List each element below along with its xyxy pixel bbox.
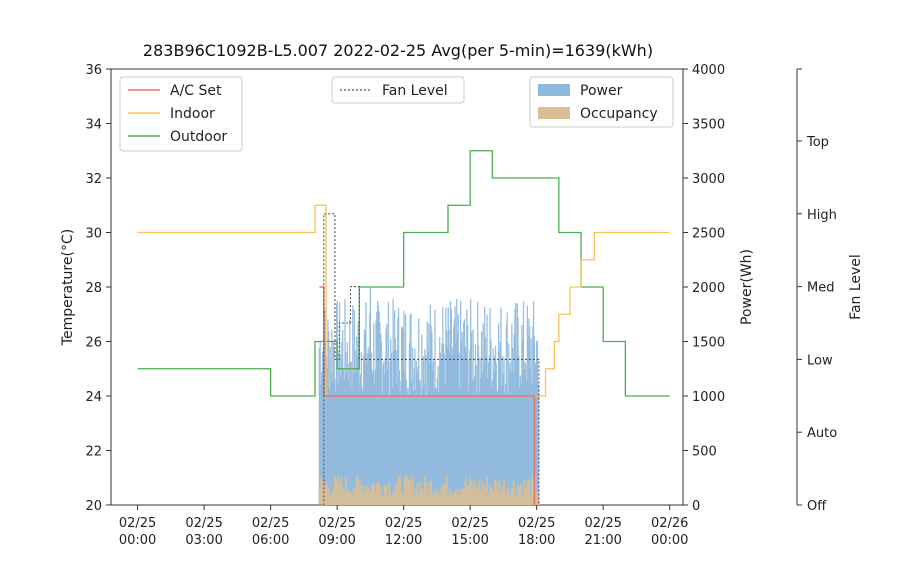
x-tick-label: 02/25 <box>185 516 222 531</box>
lines-layer <box>137 150 670 506</box>
y-right-tick-label: 1500 <box>692 336 725 351</box>
fan-axis-label: Fan Level <box>848 254 864 320</box>
fan-axis: Off Auto Low Med High Top <box>796 68 837 514</box>
legend-indoor-label: Indoor <box>170 106 215 122</box>
y-right-tick-label: 2500 <box>692 227 725 242</box>
x-tick-label: 15:00 <box>451 533 488 548</box>
y-left-label: Temperature(°C) <box>60 229 76 346</box>
x-tick-label: 00:00 <box>651 533 688 548</box>
x-tick-label: 03:00 <box>185 533 222 548</box>
legend-right: Power Occupancy <box>529 76 674 128</box>
x-axis-ticks: 02/25 00:00 02/25 03:00 02/25 06:00 02/25 09:00… <box>119 505 688 548</box>
chart-title: 283B96C1092B-L5.007 2022-02-25 Avg(per 5… <box>143 41 653 60</box>
y-left-tick-label: 34 <box>85 118 102 133</box>
fan-tick-label: Low <box>807 353 833 368</box>
x-tick-label: 12:00 <box>385 533 422 548</box>
y-left-tick-label: 28 <box>85 281 102 296</box>
outdoor-temp-line <box>137 150 670 397</box>
fan-level-line <box>319 213 540 506</box>
y-right-tick-label: 1000 <box>692 390 725 405</box>
y-right-tick-label: 3500 <box>692 118 725 133</box>
legend-left-box <box>119 76 243 152</box>
y-left-tick-label: 30 <box>85 227 102 242</box>
x-tick-label: 02/25 <box>518 516 555 531</box>
y-right-tick-label: 4000 <box>692 63 725 78</box>
y-left-tick-label: 32 <box>85 172 102 187</box>
fan-tick-label: Auto <box>807 426 837 441</box>
x-tick-label: 02/25 <box>451 516 488 531</box>
x-tick-label: 18:00 <box>518 533 555 548</box>
y-left-ticks: 20 22 24 26 28 30 32 34 36 <box>85 63 111 514</box>
legend-center-box <box>331 76 465 104</box>
x-tick-label: 00:00 <box>119 533 156 548</box>
legend-left: A/C Set Indoor Outdoor <box>119 76 243 152</box>
fan-tick-label: High <box>807 208 837 223</box>
y-right-tick-label: 2000 <box>692 281 725 296</box>
legend-occupancy-label: Occupancy <box>580 106 658 122</box>
y-left-tick-label: 24 <box>85 390 102 405</box>
y-left-tick-label: 20 <box>85 499 102 514</box>
indoor-temp-line <box>137 204 670 397</box>
y-right-tick-label: 0 <box>692 499 700 514</box>
fan-tick-label: Off <box>807 499 827 514</box>
y-right-label: Power(Wh) <box>739 249 755 325</box>
legend-power-swatch <box>538 84 570 96</box>
bands-layer <box>318 287 540 505</box>
x-tick-label: 02/25 <box>584 516 621 531</box>
x-tick-label: 02/25 <box>385 516 422 531</box>
x-tick-label: 06:00 <box>252 533 289 548</box>
legend-fan-label: Fan Level <box>382 83 448 99</box>
legend-center: Fan Level <box>331 76 465 104</box>
y-left-tick-label: 22 <box>85 445 102 460</box>
legend-power-label: Power <box>580 83 623 99</box>
y-right-tick-label: 500 <box>692 445 717 460</box>
legend-ac-set-label: A/C Set <box>170 83 222 99</box>
y-left-tick-label: 26 <box>85 336 102 351</box>
x-tick-label: 02/25 <box>252 516 289 531</box>
legend-outdoor-label: Outdoor <box>170 129 227 145</box>
x-tick-label: 21:00 <box>584 533 621 548</box>
x-tick-label: 02/25 <box>119 516 156 531</box>
y-right-tick-label: 3000 <box>692 172 725 187</box>
x-tick-label: 09:00 <box>318 533 355 548</box>
legend-occupancy-swatch <box>538 107 570 119</box>
fan-tick-label: Med <box>807 281 834 296</box>
y-right-ticks: 0 500 1000 1500 2000 2500 3000 3500 4000 <box>683 63 725 514</box>
x-tick-label: 02/26 <box>651 516 688 531</box>
fan-tick-label: Top <box>806 135 829 150</box>
x-tick-label: 02/25 <box>318 516 355 531</box>
y-left-tick-label: 36 <box>85 63 102 78</box>
